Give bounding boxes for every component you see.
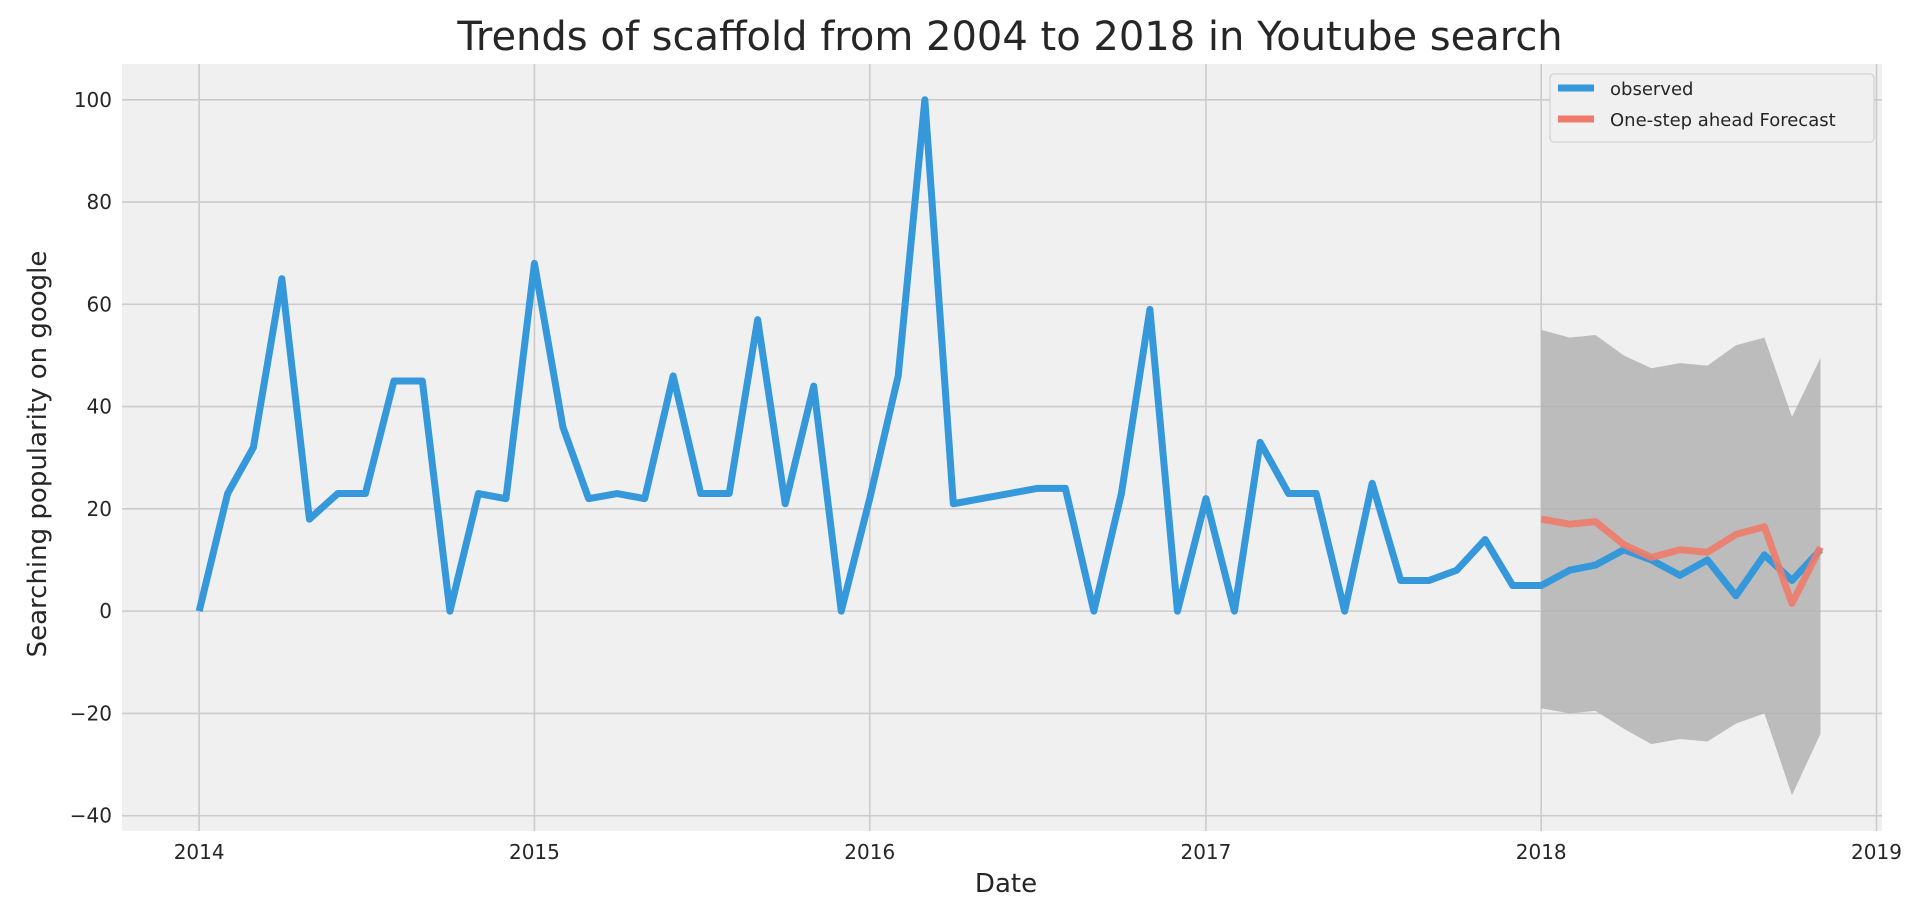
x-tick-label: 2016 xyxy=(844,840,895,864)
y-tick-label: 0 xyxy=(99,599,112,623)
x-tick-label: 2018 xyxy=(1516,840,1567,864)
legend-forecast-label: One-step ahead Forecast xyxy=(1610,110,1836,131)
x-tick-label: 2019 xyxy=(1851,840,1902,864)
y-tick-label: −40 xyxy=(70,804,112,828)
y-axis-label: Searching popularity on google xyxy=(23,251,53,658)
y-axis: −40 −20 0 20 40 60 80 100 xyxy=(70,88,112,828)
x-axis-label: Date xyxy=(975,869,1037,899)
grid-lines xyxy=(122,64,1882,831)
series-lines xyxy=(195,96,1824,615)
y-tick-label: 60 xyxy=(87,292,112,316)
legend-box xyxy=(1549,73,1875,143)
legend-observed-label: observed xyxy=(1610,79,1693,100)
forecast-line xyxy=(1540,515,1824,607)
y-tick-label: 100 xyxy=(74,88,112,112)
observed-line xyxy=(195,96,1824,615)
x-axis: 2014 2015 2016 2017 2018 2019 xyxy=(174,840,1902,864)
x-tick-label: 2015 xyxy=(509,840,560,864)
confidence-band-group xyxy=(1541,329,1821,796)
y-tick-label: 80 xyxy=(87,190,112,214)
legend: observed One-step ahead Forecast xyxy=(1549,73,1875,143)
chart-title: Trends of scaffold from 2004 to 2018 in … xyxy=(456,14,1562,60)
y-tick-label: 40 xyxy=(87,395,112,419)
x-tick-label: 2017 xyxy=(1180,840,1231,864)
confidence-band xyxy=(1541,329,1821,796)
y-tick-label: −20 xyxy=(70,701,112,725)
x-tick-label: 2014 xyxy=(174,840,225,864)
y-tick-label: 20 xyxy=(87,497,112,521)
